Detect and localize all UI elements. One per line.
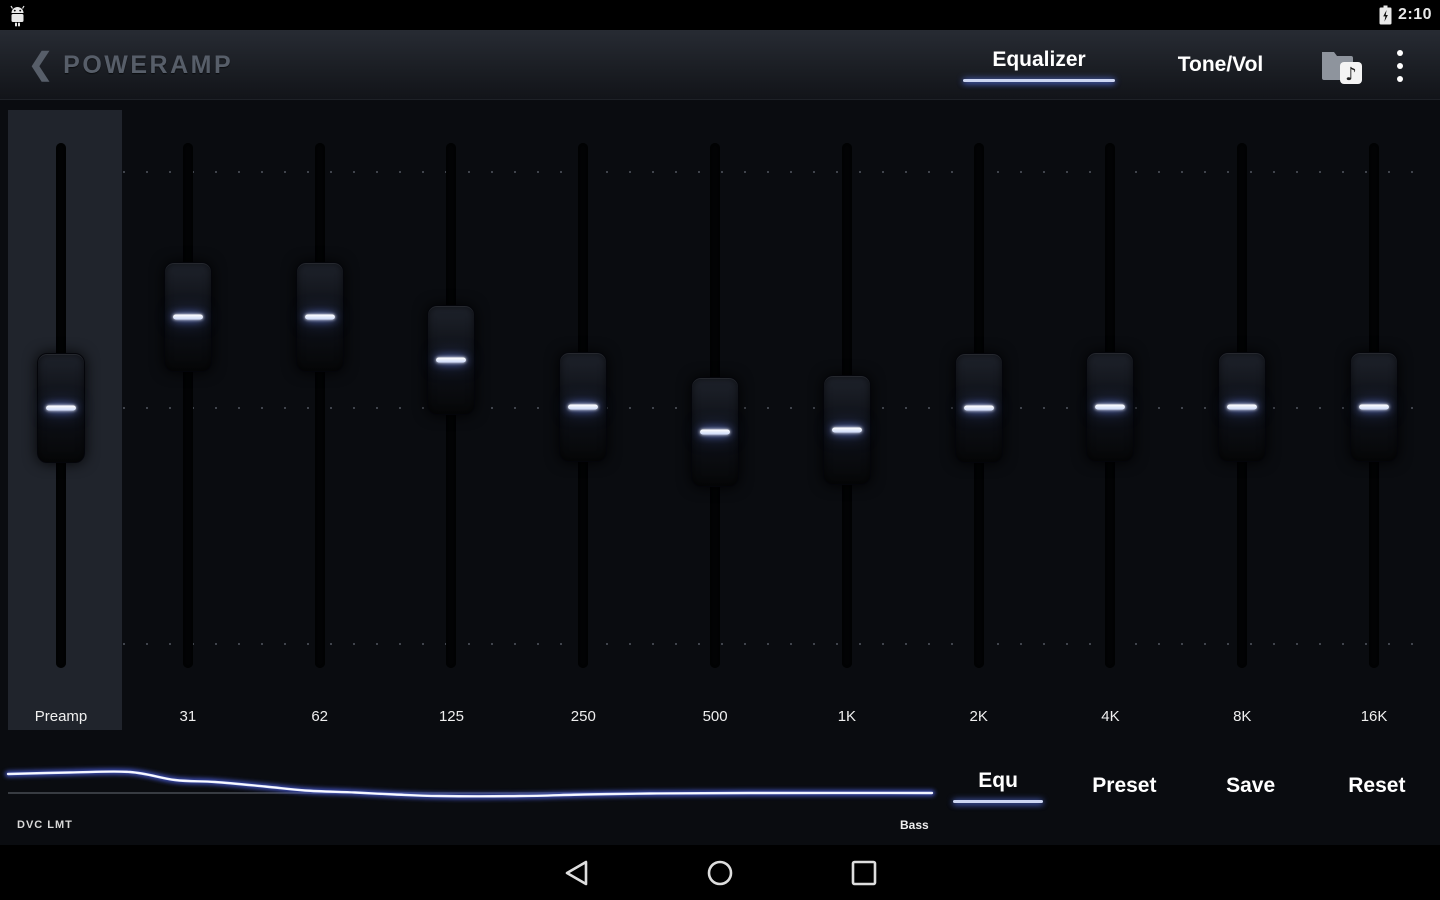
curve-core xyxy=(7,771,933,797)
knob-glow-line xyxy=(1359,404,1390,410)
android-icon xyxy=(10,5,25,26)
knob-glow-line xyxy=(172,314,203,320)
preset-button[interactable]: Preset xyxy=(1061,758,1187,814)
eq-band-label: 1K xyxy=(837,708,857,725)
eq-slider-knob-1k[interactable] xyxy=(822,375,871,485)
eq-slider-track-31[interactable] xyxy=(182,143,193,668)
knob-glow-line xyxy=(1095,404,1126,410)
eq-bands-row: Preamp 31 62 125 xyxy=(0,100,1440,730)
eq-band: 4K xyxy=(1045,100,1177,730)
dvc-lmt-flags: DVC LMT xyxy=(17,819,73,831)
frequency-response-curve xyxy=(5,768,935,800)
eq-band-label: 16K xyxy=(1360,708,1388,725)
knob-glow-line xyxy=(831,427,862,433)
overflow-dot xyxy=(1397,76,1403,82)
tab-equalizer-label: Equalizer xyxy=(992,48,1086,71)
eq-band-label: 250 xyxy=(570,708,596,725)
eq-band: 2K xyxy=(913,100,1045,730)
save-button[interactable]: Save xyxy=(1188,758,1314,814)
eq-slider-knob-62[interactable] xyxy=(295,262,344,372)
svg-text:♪: ♪ xyxy=(1345,64,1357,85)
overflow-menu-icon[interactable] xyxy=(1390,50,1410,82)
knob-glow-line xyxy=(568,404,599,410)
bass-label: Bass xyxy=(900,818,929,832)
eq-slider-knob-preamp[interactable] xyxy=(37,353,85,463)
panel-buttons: Equ Preset Save Reset xyxy=(935,758,1440,814)
eq-slider-knob-8k[interactable] xyxy=(1218,352,1267,462)
equ-button-label: Equ xyxy=(978,769,1018,792)
app-title: POWERAMP xyxy=(63,50,234,79)
app-header: ❮ POWERAMP Equalizer Tone/Vol ♪ xyxy=(0,30,1440,100)
knob-glow-line xyxy=(46,405,76,411)
tab-tone-vol[interactable]: Tone/Vol xyxy=(1143,30,1298,100)
eq-band-label: 4K xyxy=(1101,708,1120,725)
eq-band-label: 8K xyxy=(1233,708,1252,725)
eq-band: 250 xyxy=(517,100,649,730)
save-button-label: Save xyxy=(1226,774,1276,797)
eq-band: 500 xyxy=(649,100,781,730)
equ-active-underline xyxy=(953,800,1044,803)
eq-slider-knob-125[interactable] xyxy=(427,305,476,415)
eq-band: 8K xyxy=(1176,100,1308,730)
poweramp-logo[interactable]: ❮ POWERAMP xyxy=(28,30,233,100)
equalizer-slider-area: Preamp 31 62 125 xyxy=(0,100,1440,730)
eq-band: Preamp xyxy=(0,100,122,730)
eq-slider-knob-250[interactable] xyxy=(559,352,608,462)
battery-charging-icon xyxy=(1379,5,1392,25)
bottom-panel: DVC LMT Bass Equ Preset Save Reset xyxy=(0,730,1440,845)
knob-glow-line xyxy=(304,314,335,320)
tab-equalizer-active-underline xyxy=(963,79,1115,82)
back-chevron-icon[interactable]: ❮ xyxy=(28,48,54,81)
preset-button-label: Preset xyxy=(1092,774,1157,797)
eq-band-label: 31 xyxy=(179,708,197,725)
eq-band: 62 xyxy=(254,100,386,730)
android-nav-bar xyxy=(0,845,1440,900)
nav-recents-icon[interactable] xyxy=(850,859,878,887)
eq-band-label: 500 xyxy=(702,708,728,725)
eq-slider-track-62[interactable] xyxy=(314,143,325,668)
eq-slider-knob-500[interactable] xyxy=(691,377,740,487)
knob-glow-line xyxy=(1227,404,1258,410)
clock: 2:10 xyxy=(1397,6,1432,23)
eq-slider-knob-2k[interactable] xyxy=(954,353,1003,463)
eq-band-label: 62 xyxy=(311,708,329,725)
eq-band-label: 125 xyxy=(438,708,464,725)
equ-button[interactable]: Equ xyxy=(935,758,1061,814)
tab-equalizer[interactable]: Equalizer xyxy=(963,30,1115,100)
status-right-cluster: 2:10 xyxy=(1379,5,1432,25)
nav-home-icon[interactable] xyxy=(706,859,734,887)
preset-folder-music-icon[interactable]: ♪ xyxy=(1320,46,1364,86)
status-bar: 2:10 xyxy=(0,0,1440,30)
eq-band: 31 xyxy=(122,100,254,730)
reset-button-label: Reset xyxy=(1348,774,1406,797)
nav-back-icon[interactable] xyxy=(563,859,593,887)
eq-slider-knob-31[interactable] xyxy=(163,262,212,372)
tab-tone-vol-label: Tone/Vol xyxy=(1177,53,1264,76)
knob-glow-line xyxy=(963,405,994,411)
eq-band-label: 2K xyxy=(969,708,988,725)
knob-glow-line xyxy=(700,429,731,435)
eq-band: 1K xyxy=(781,100,913,730)
eq-band: 125 xyxy=(386,100,518,730)
knob-glow-line xyxy=(436,357,467,363)
eq-band: 16K xyxy=(1308,100,1440,730)
eq-slider-knob-16k[interactable] xyxy=(1350,352,1399,462)
eq-slider-knob-4k[interactable] xyxy=(1086,352,1135,462)
eq-band-label: Preamp xyxy=(34,708,88,725)
overflow-dot xyxy=(1397,63,1403,69)
overflow-dot xyxy=(1397,50,1403,56)
reset-button[interactable]: Reset xyxy=(1314,758,1440,814)
